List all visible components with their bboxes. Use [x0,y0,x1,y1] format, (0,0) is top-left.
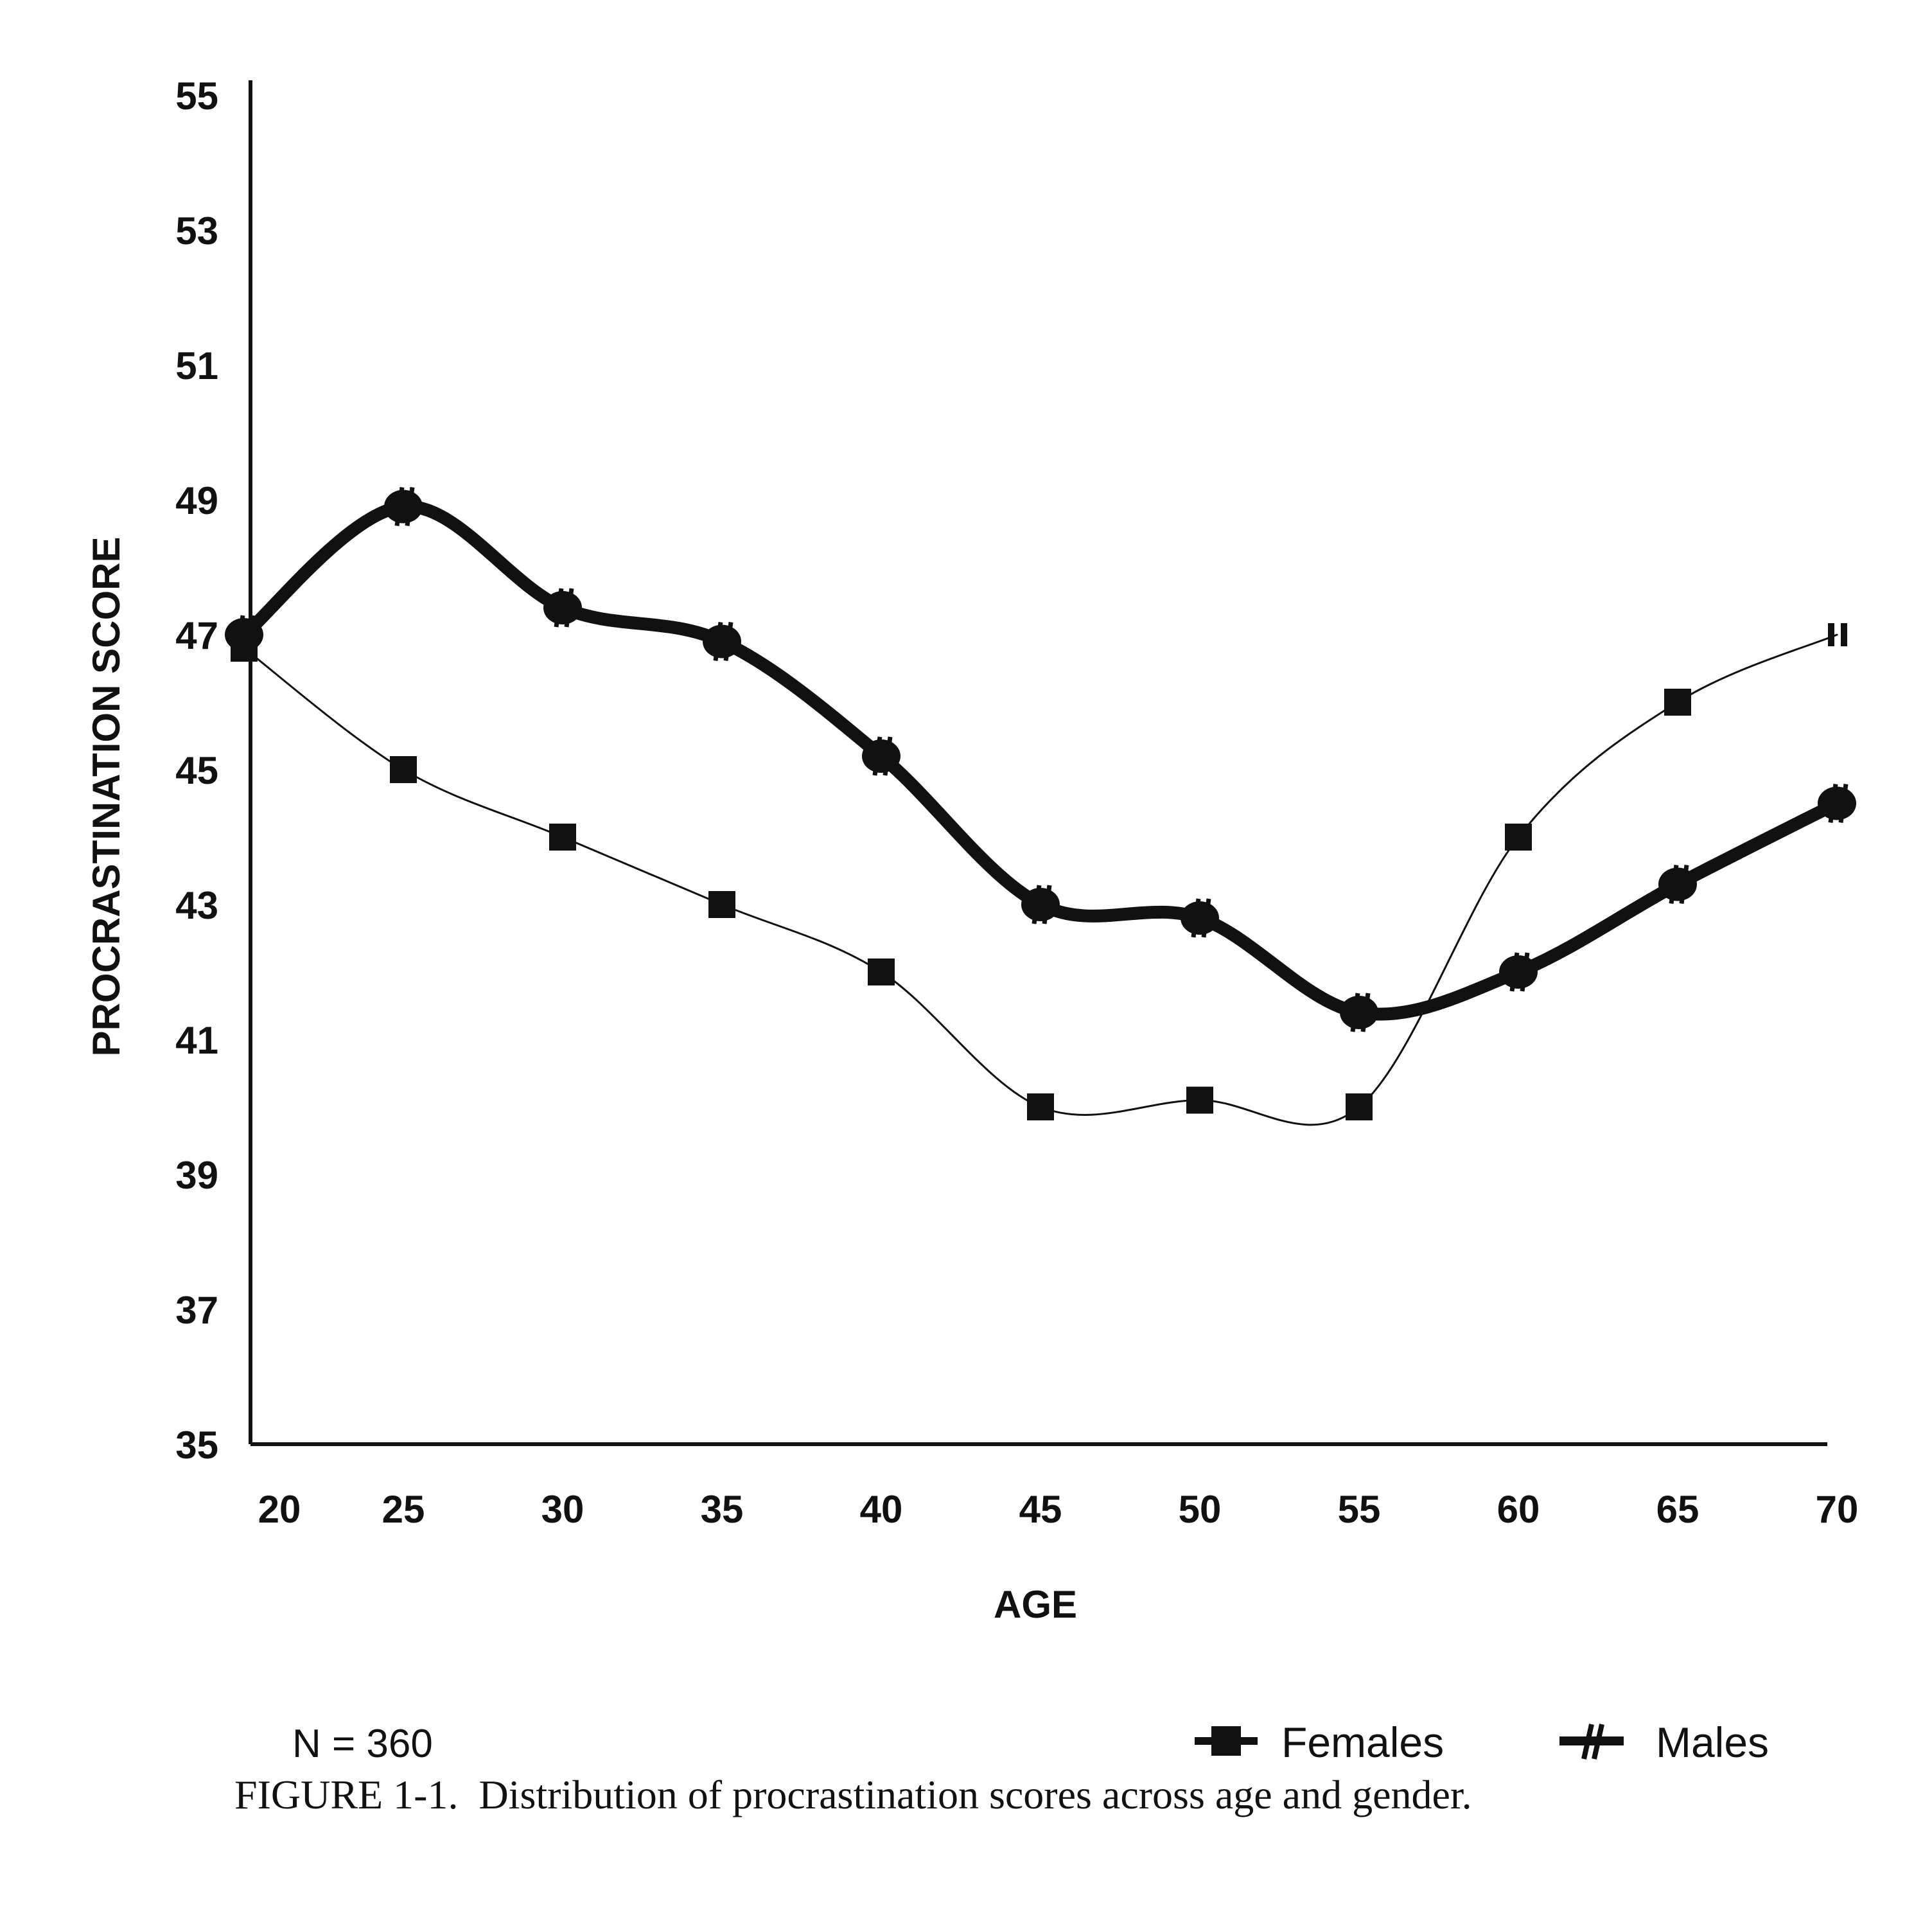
data-point-females [868,958,895,985]
data-point-males [1509,952,1520,992]
data-point-males [1360,993,1371,1032]
legend-item-males: Males [1559,1718,1769,1766]
data-point-females [1027,1093,1054,1120]
data-point-males [1838,784,1849,823]
sample-size-label: N = 360 [292,1722,433,1766]
x-tick-label: 50 [1179,1488,1222,1531]
y-tick-label: 43 [175,884,218,927]
data-point-males [1679,865,1689,904]
x-tick-label: 35 [701,1488,744,1531]
data-point-males [713,622,723,661]
legend-item-females: Females [1195,1718,1444,1766]
y-tick-label: 35 [175,1424,218,1467]
y-tick-label: 53 [175,209,218,252]
data-point-females [390,756,417,783]
data-point-males [703,624,741,658]
y-tick-label: 51 [175,344,218,387]
data-point-males [883,736,893,776]
x-axis-ticks: 20 25 30 35 40 45 50 55 60 65 70 [258,1488,1859,1531]
data-point-females [1505,824,1532,851]
legend-females-marker-swatch [1211,1726,1241,1756]
data-point-males [1340,996,1378,1029]
x-tick-label: 30 [541,1488,584,1531]
data-point-males [1818,786,1856,820]
legend-label-males: Males [1656,1718,1769,1766]
y-tick-label: 41 [175,1019,218,1062]
data-point-males [1181,901,1219,935]
data-point-males [1042,885,1052,924]
data-point-females [1828,623,1834,646]
data-point-males [1350,993,1360,1032]
legend-label-females: Females [1281,1718,1444,1766]
legend-males-hash-mark-2 [1592,1724,1604,1760]
series-lines [238,500,1843,1126]
data-point-females [1841,623,1847,646]
y-tick-label: 55 [175,75,218,118]
x-tick-label: 20 [258,1488,301,1531]
y-tick-label: 37 [175,1289,218,1332]
data-point-males [1021,888,1060,921]
figure-caption: FIGURE 1-1. Distribution of procrastinat… [234,1772,1472,1817]
data-point-males [384,490,423,524]
data-point-males [1499,955,1538,989]
axes [249,80,1827,1446]
x-tick-label: 25 [382,1488,425,1531]
legend-males-hash-mark-1 [1581,1724,1594,1760]
x-tick-label: 45 [1019,1488,1062,1531]
y-tick-label: 45 [175,749,218,792]
y-axis-title: PROCRASTINATION SCORE [85,537,128,1057]
data-point-males [394,487,405,526]
data-point-males [235,615,245,655]
x-tick-label: 60 [1497,1488,1540,1531]
x-tick-label: 55 [1338,1488,1381,1531]
data-point-males [1669,865,1679,904]
y-tick-label: 47 [175,614,218,657]
data-point-males [1520,952,1530,992]
x-tick-label: 40 [860,1488,903,1531]
data-point-males [1201,898,1211,938]
data-point-males [543,591,582,624]
x-axis-title: AGE [994,1583,1077,1626]
data-point-males [1191,898,1201,938]
data-point-males [554,588,564,628]
y-tick-label: 39 [175,1154,218,1197]
y-tick-label: 49 [175,479,218,522]
legend: Females Males [1195,1718,1769,1766]
series-markers [225,487,1856,1120]
data-point-females [1186,1086,1213,1114]
y-axis-ticks: 35 37 39 41 43 45 47 49 51 53 55 [175,75,218,1467]
data-point-males [225,618,263,651]
data-point-males [862,739,900,773]
data-point-males [405,487,415,526]
data-point-males [723,622,733,661]
data-point-males [245,615,256,655]
data-point-males [872,736,883,776]
series-line-males [238,500,1843,1021]
data-point-females [708,891,735,918]
data-point-females [1346,1093,1373,1120]
x-tick-label: 70 [1816,1488,1859,1531]
data-point-males [564,588,574,628]
data-point-males [1828,784,1838,823]
x-tick-label: 65 [1656,1488,1699,1531]
series-line-females [243,633,1838,1126]
data-point-males [1032,885,1042,924]
data-point-males [1658,867,1697,901]
data-point-females [549,824,576,851]
data-point-females [1664,689,1691,716]
